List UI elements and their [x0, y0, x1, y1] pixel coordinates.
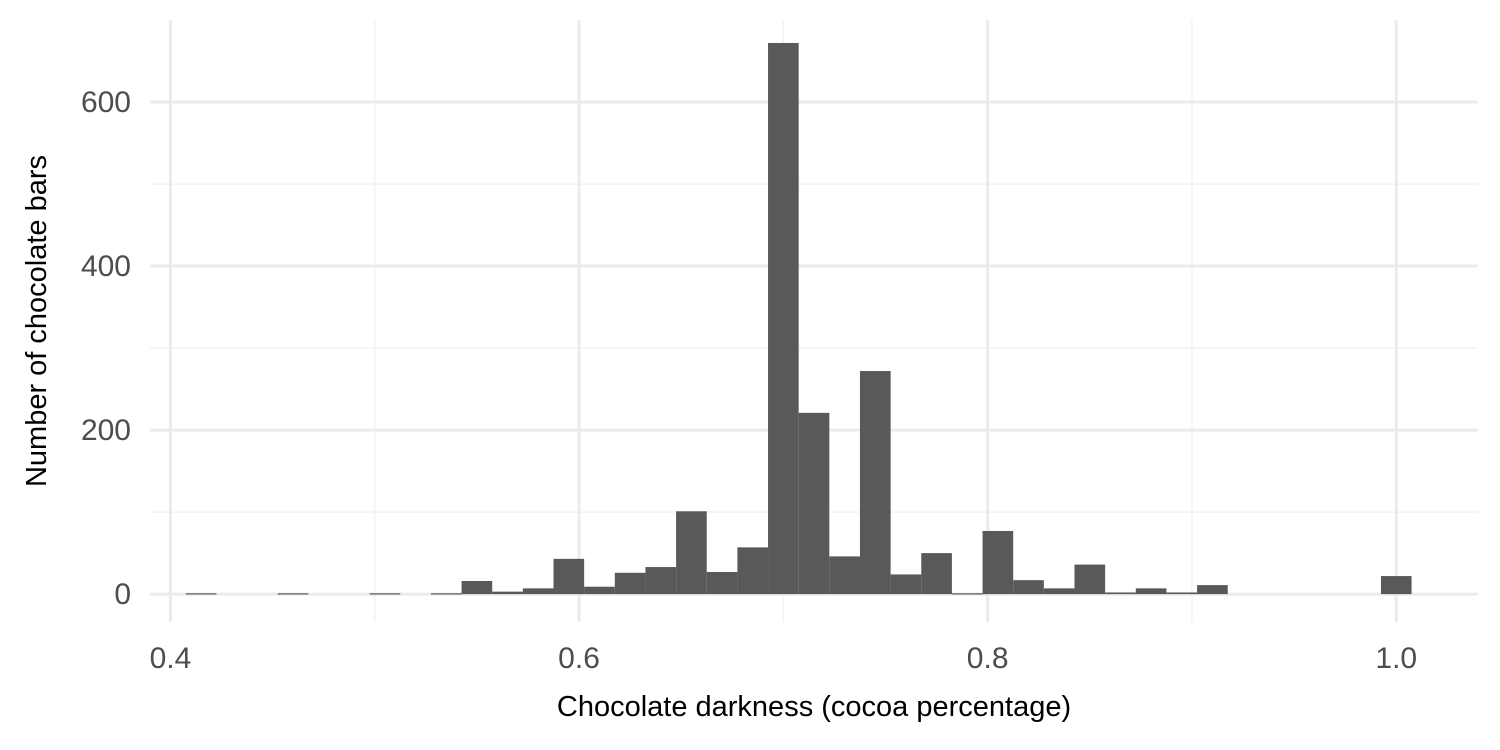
histogram-bar [890, 574, 922, 595]
histogram-bar [645, 567, 677, 595]
y-tick-label: 600 [81, 86, 131, 119]
x-tick-label: 0.4 [150, 642, 192, 675]
x-tick-label: 0.6 [558, 642, 600, 675]
histogram-bar [584, 586, 615, 595]
histogram-bar [1380, 576, 1412, 595]
histogram-bar [1105, 592, 1136, 595]
histogram-bar [798, 412, 830, 595]
x-axis-title: Chocolate darkness (cocoa percentage) [557, 691, 1071, 723]
histogram-bar [829, 556, 860, 595]
histogram-bar [1166, 592, 1198, 595]
histogram-bar [185, 593, 217, 595]
y-tick-label: 0 [114, 578, 131, 611]
histogram-bars [185, 42, 1412, 595]
histogram-bar [1197, 585, 1228, 595]
y-tick-label: 400 [81, 250, 131, 283]
histogram-bar [737, 547, 769, 595]
histogram-bar [369, 593, 401, 595]
histogram-bar [430, 593, 462, 595]
tick-labels: 0.4 0.6 0.8 1.0 0 200 400 600 [81, 86, 1417, 675]
histogram-bar [982, 530, 1014, 595]
histogram-bar [1043, 588, 1075, 595]
histogram-bar [1074, 564, 1106, 595]
histogram-bar [522, 588, 554, 595]
x-tick-label: 0.8 [967, 642, 1009, 675]
histogram-bar [1013, 580, 1044, 595]
histogram-bar [951, 593, 983, 595]
histogram-bar [1135, 588, 1167, 595]
y-tick-label: 200 [81, 414, 131, 447]
histogram-bar [768, 42, 799, 595]
y-axis-title: Number of chocolate bars [21, 155, 53, 487]
x-tick-label: 1.0 [1375, 642, 1417, 675]
histogram-bar [676, 511, 707, 595]
histogram-bar [277, 593, 309, 595]
histogram-bar [614, 572, 646, 595]
histogram-bar [706, 571, 738, 595]
histogram-bar [461, 580, 493, 595]
histogram-bar [859, 371, 891, 595]
histogram-bar [921, 553, 952, 595]
histogram-bar [553, 558, 585, 595]
histogram-bar [492, 591, 523, 595]
